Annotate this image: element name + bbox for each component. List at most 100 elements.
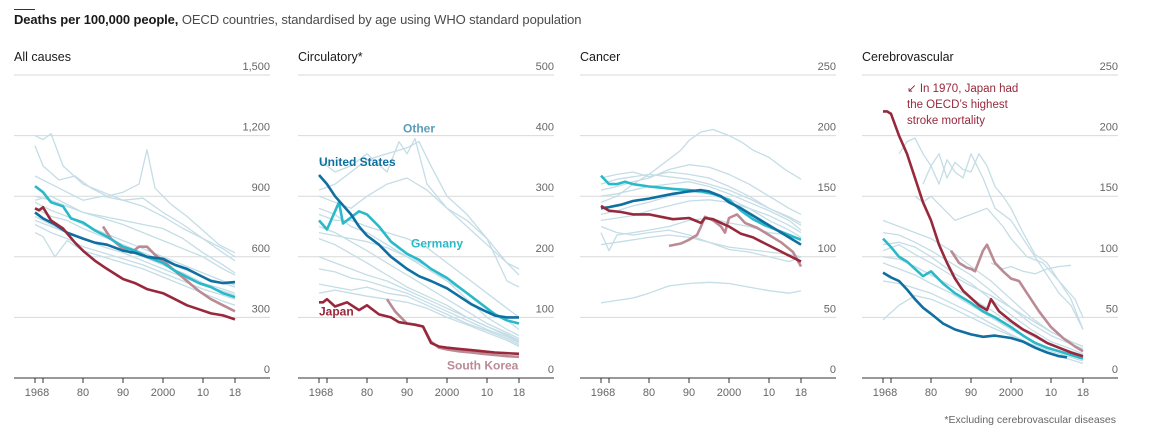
x-tick-label: 1968 xyxy=(309,387,333,399)
other-country-line xyxy=(600,173,802,224)
other-country-line xyxy=(318,207,520,337)
x-tick-label: 90 xyxy=(965,387,977,399)
y-tick-label: 1,500 xyxy=(242,61,270,73)
south-korea-line xyxy=(668,213,803,268)
x-tick-label: 80 xyxy=(643,387,655,399)
y-tick-label: 50 xyxy=(824,303,836,315)
other-country-line xyxy=(600,171,802,226)
y-tick-label: 400 xyxy=(536,122,554,134)
y-tick-label: 300 xyxy=(252,303,270,315)
y-tick-label: 600 xyxy=(252,243,270,255)
x-tick-label: 2000 xyxy=(717,387,741,399)
other-country-line xyxy=(600,190,802,238)
x-tick-label: 10 xyxy=(763,387,775,399)
panel-title: Cancer xyxy=(580,50,620,64)
y-tick-label: 0 xyxy=(1112,364,1118,376)
panel-cancer: Cancer 0 50 100 150 200 250 1968 80 90 2000 10 18 xyxy=(580,50,836,399)
japan-line xyxy=(883,110,1084,358)
series-label-united-states: United States xyxy=(319,155,396,169)
annotation-text: ↙ In 1970, Japan had xyxy=(907,83,1018,95)
other-country-line xyxy=(318,177,520,276)
title-rule xyxy=(14,9,35,10)
japan-line xyxy=(319,297,520,356)
other-country-line xyxy=(882,280,1084,362)
x-tick-label: 10 xyxy=(1045,387,1057,399)
y-tick-label: 200 xyxy=(1100,122,1118,134)
panel-title: Circulatory* xyxy=(298,50,363,64)
other-country-line xyxy=(34,175,236,262)
x-tick-label: 90 xyxy=(401,387,413,399)
x-tick-label: 80 xyxy=(361,387,373,399)
x-tick-label: 18 xyxy=(229,387,241,399)
annotation-text: stroke mortality xyxy=(907,115,985,127)
footnote: *Excluding cerebrovascular diseases xyxy=(944,414,1116,426)
united-states-line xyxy=(600,188,802,246)
other-country-line xyxy=(600,234,802,263)
other-country-line xyxy=(990,262,1072,275)
x-tick-label: 10 xyxy=(197,387,209,399)
series-label-japan: Japan xyxy=(319,305,354,319)
x-tick-label: 80 xyxy=(77,387,89,399)
series-label-south-korea: South Korea xyxy=(447,359,519,373)
y-tick-label: 150 xyxy=(1100,182,1118,194)
other-country-line xyxy=(34,195,236,276)
other-country-line xyxy=(600,199,802,234)
other-country-line xyxy=(600,225,802,258)
y-tick-label: 0 xyxy=(264,364,270,376)
series-label-germany: Germany xyxy=(411,237,463,251)
y-tick-label: 250 xyxy=(1100,61,1118,73)
x-tick-label: 2000 xyxy=(151,387,175,399)
x-tick-label: 90 xyxy=(683,387,695,399)
chart-title-subtitle: OECD countries, standardised by age usin… xyxy=(178,12,582,27)
y-tick-label: 900 xyxy=(252,182,270,194)
other-country-line xyxy=(34,195,236,274)
other-country-line xyxy=(318,141,520,288)
other-country-line xyxy=(922,153,1084,330)
x-tick-label: 10 xyxy=(481,387,493,399)
panel-all-causes: All causes 0 300 600 900 1,200 1,500 1968 80 90 20… xyxy=(14,50,270,399)
x-tick-label: 18 xyxy=(1077,387,1089,399)
other-country-line xyxy=(882,231,1084,350)
annotation-text: the OECD’s highest xyxy=(907,99,1009,111)
other-country-line xyxy=(600,281,802,304)
other-country-line xyxy=(600,181,802,231)
x-tick-label: 1968 xyxy=(873,387,897,399)
other-country-line xyxy=(34,145,236,254)
germany-line xyxy=(882,237,1084,360)
x-tick-label: 90 xyxy=(117,387,129,399)
japan-line xyxy=(34,206,236,321)
germany-line xyxy=(318,201,520,325)
x-tick-label: 2000 xyxy=(435,387,459,399)
y-tick-label: 0 xyxy=(548,364,554,376)
y-tick-label: 250 xyxy=(818,61,836,73)
x-tick-label: 18 xyxy=(513,387,525,399)
series-label-other: Other xyxy=(403,122,435,136)
japan-line xyxy=(600,204,802,263)
other-country-line xyxy=(34,201,236,286)
chart-title-bold: Deaths per 100,000 people, xyxy=(14,12,179,27)
panel-cerebrovascular: Cerebrovascular 0 50 100 150 200 250 1968 80 90 20… xyxy=(862,50,1118,399)
y-tick-label: 50 xyxy=(1106,303,1118,315)
united-states-line xyxy=(882,271,1068,359)
panel-title: Cerebrovascular xyxy=(862,50,954,64)
other-country-line xyxy=(318,268,520,344)
x-tick-label: 2000 xyxy=(999,387,1023,399)
other-country-line xyxy=(318,225,520,340)
y-tick-label: 500 xyxy=(536,61,554,73)
y-tick-label: 1,200 xyxy=(242,122,270,134)
other-country-line xyxy=(600,217,802,252)
other-country-line xyxy=(318,289,520,348)
panel-title: All causes xyxy=(14,50,71,64)
y-tick-label: 150 xyxy=(818,182,836,194)
y-tick-label: 100 xyxy=(536,303,554,315)
y-tick-label: 300 xyxy=(536,182,554,194)
other-country-line xyxy=(318,283,520,346)
chart-title: Deaths per 100,000 people, OECD countrie… xyxy=(14,12,582,27)
other-country-line xyxy=(914,195,1084,318)
y-tick-label: 200 xyxy=(536,243,554,255)
other-country-line xyxy=(898,137,1084,330)
y-tick-label: 100 xyxy=(1100,243,1118,255)
y-tick-label: 200 xyxy=(818,122,836,134)
x-tick-label: 1968 xyxy=(25,387,49,399)
